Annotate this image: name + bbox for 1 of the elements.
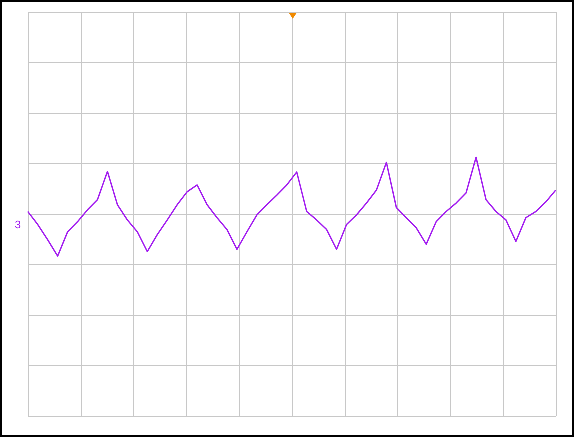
text: 3	[15, 220, 22, 232]
